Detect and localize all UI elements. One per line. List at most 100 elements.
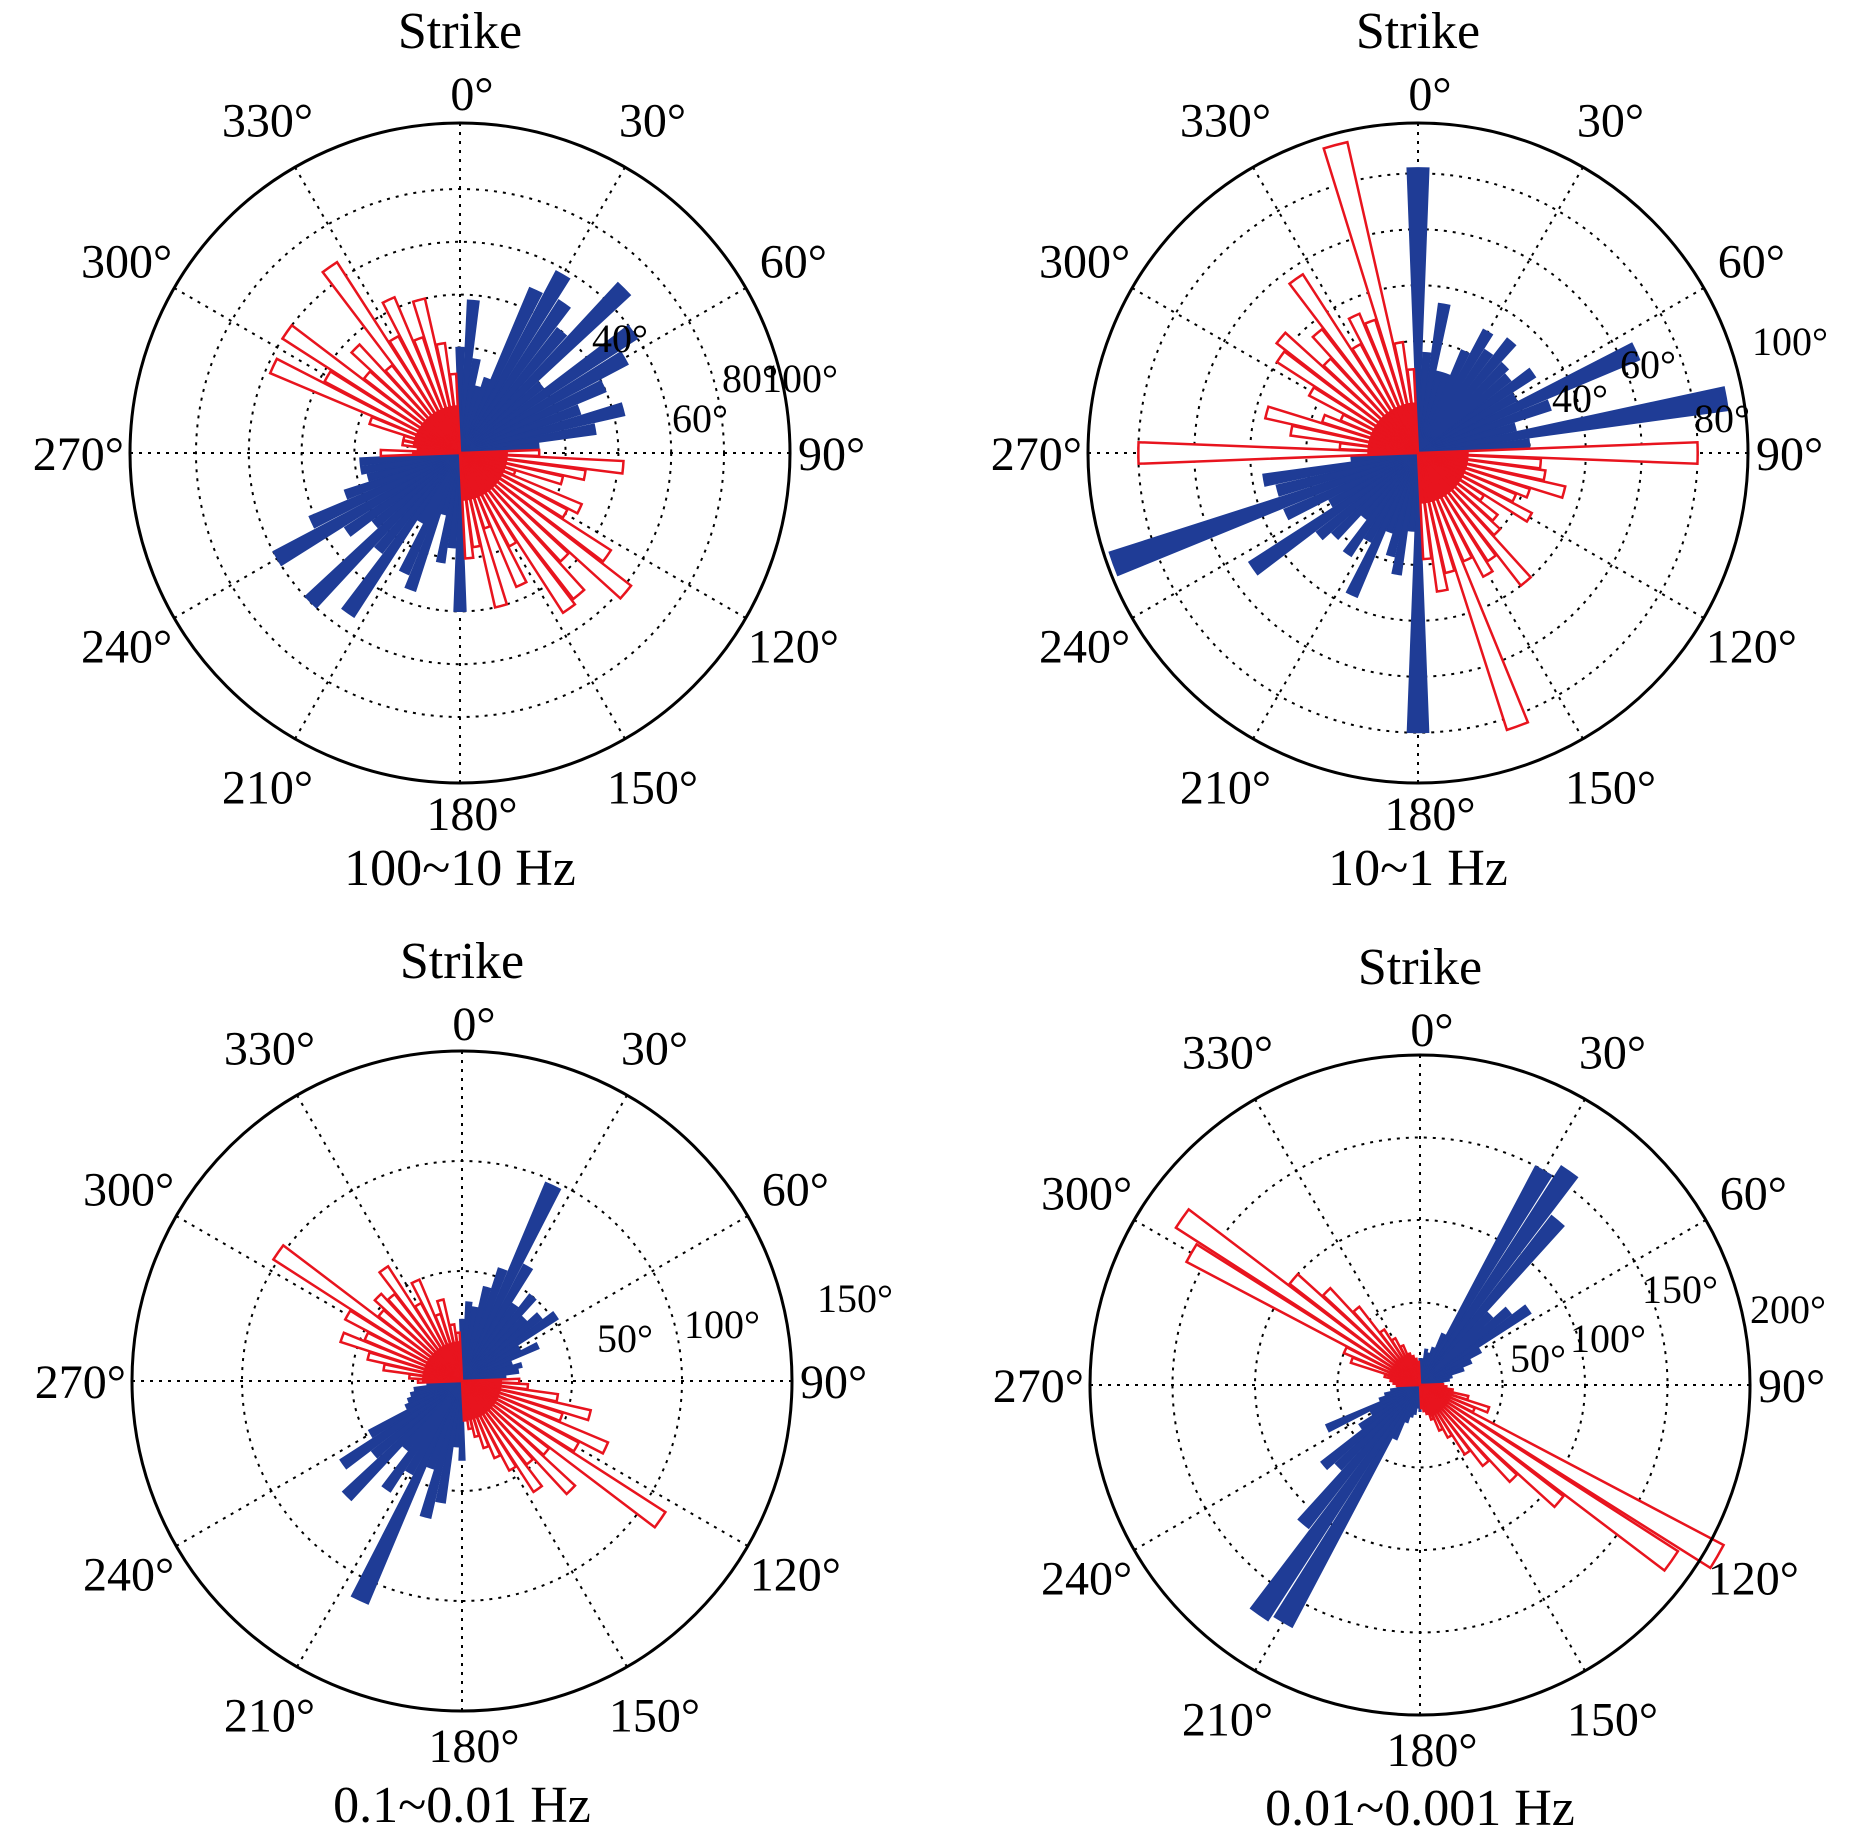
rose-bar-red (1419, 1384, 1566, 1509)
rose-bar-blue (459, 324, 639, 454)
angle-tick-label: 300° (81, 236, 172, 289)
angle-tick-label: 180° (1384, 788, 1475, 841)
rose-bar-blue (1417, 373, 1512, 454)
panel-title: Strike (400, 933, 524, 990)
rose-bar-blue (1419, 1366, 1465, 1386)
angle-tick-label: 210° (222, 761, 313, 814)
rose-panel-3: Strike 0° 30° 60° 90° 120° 150° 180° 210° 240° 270… (35, 933, 893, 1834)
rose-bar-blue (1419, 1306, 1513, 1386)
angle-tick-label: 240° (1039, 621, 1130, 674)
rose-bar-blue (1275, 452, 1419, 497)
grid-spoke (1131, 287, 1705, 619)
rose-bar-red-core (456, 1341, 463, 1382)
rose-bar-blue (350, 1380, 463, 1605)
radial-tick-label: 50° (1510, 1336, 1566, 1381)
rose-bar-red (1137, 440, 1419, 466)
panel-title: Strike (1356, 3, 1480, 60)
rose-bar-blue (459, 404, 582, 454)
rose-bar-blue (341, 1380, 463, 1502)
radial-tick-label: 100° (684, 1302, 760, 1347)
rose-bar-blue (461, 1293, 537, 1382)
angle-tick-label: 330° (1182, 1027, 1273, 1080)
rose-bar-blue (1315, 452, 1419, 541)
series-red (1174, 1207, 1726, 1573)
rose-bar-blue (1417, 348, 1494, 454)
rose-bar-blue (1330, 452, 1419, 541)
rose-bar-red (1419, 1384, 1519, 1484)
rose-bar-blue (1417, 399, 1552, 454)
rose-bar-red-core (1419, 1384, 1424, 1409)
radial-tick-label: 60° (1620, 342, 1676, 387)
angle-tick-label: 240° (1041, 1553, 1132, 1606)
radial-tick-label: 100° (762, 356, 838, 401)
rose-bar-red (1417, 440, 1699, 466)
rose-bar-red (268, 357, 461, 455)
rose-bar-blue (370, 1380, 463, 1459)
grid-spoke (294, 166, 626, 740)
rose-bar-blue (1406, 452, 1430, 734)
angle-tick-label: 30° (621, 1023, 688, 1076)
rose-bar-red (1184, 1242, 1421, 1387)
outer-circle (1086, 121, 1750, 785)
rose-bar-blue (1419, 1165, 1579, 1386)
grid-spoke (1252, 166, 1584, 740)
rose-bar-blue (359, 452, 461, 467)
angle-tick-label: 90° (1758, 1360, 1825, 1413)
angle-tick-label: 270° (993, 1360, 1084, 1413)
rose-bar-blue (1406, 167, 1430, 454)
angle-tick-label: 240° (81, 621, 172, 674)
rose-bar-blue (398, 452, 461, 576)
series-blue (1108, 167, 1729, 734)
rose-bar-blue (402, 1380, 463, 1452)
outer-circle (130, 1049, 794, 1713)
angle-tick-label: 330° (1180, 95, 1271, 148)
rose-panel-4: Strike 0° 30° 60° 90° 120° 150° 180° 210° 240° 270… (993, 939, 1826, 1837)
angle-tick-label: 300° (1039, 236, 1130, 289)
rose-bar-blue (1417, 337, 1517, 454)
rose-bar-blue (461, 1302, 519, 1382)
rose-bar-blue (1378, 1384, 1421, 1402)
rose-bar-red-core (461, 1380, 468, 1421)
rose-panel-1: Strike 0° 30° 60° 90° 120° 150° 180° 210° 240° 270… (33, 3, 865, 897)
grid-ring (1336, 1301, 1504, 1469)
grid-spoke (1252, 166, 1584, 740)
angle-tick-label: 120° (1706, 621, 1797, 674)
angle-tick-label: 120° (1708, 1553, 1799, 1606)
radial-tick-label: 60° (672, 396, 728, 441)
rose-bar-red (320, 260, 462, 454)
rose-bar-blue (1417, 422, 1517, 454)
rose-bar-red (280, 323, 461, 455)
angle-tick-label: 0° (1408, 68, 1451, 121)
rose-bar-blue (455, 346, 465, 454)
rose-bar-blue (366, 452, 461, 482)
outer-circle (1088, 1053, 1752, 1717)
grid-spoke (1254, 1098, 1586, 1672)
angle-tick-label: 330° (222, 95, 313, 148)
series-red (268, 260, 633, 615)
angle-tick-label: 330° (224, 1023, 315, 1076)
rose-bar-blue (1273, 1384, 1421, 1629)
rose-bar-blue (1262, 452, 1419, 487)
rose-bar-blue (1249, 1384, 1421, 1622)
angle-tick-label: 300° (1041, 1168, 1132, 1221)
rose-bar-blue (1417, 328, 1494, 454)
rose-bar-blue (459, 286, 543, 454)
rose-bar-blue (1419, 1214, 1565, 1386)
rose-bar-blue (374, 452, 461, 554)
rose-bar-blue (1297, 1384, 1421, 1530)
angle-tick-label: 60° (1718, 236, 1785, 289)
panel-caption: 0.1~0.01 Hz (333, 1777, 591, 1834)
series-blue (339, 1181, 562, 1605)
rose-bar-blue (406, 1380, 463, 1404)
rose-bar-red (1419, 1383, 1680, 1573)
rose-bar-blue (459, 423, 597, 454)
rose-bar-red (458, 452, 577, 615)
angle-tick-label: 180° (1386, 1724, 1477, 1777)
rose-bar-blue (341, 452, 461, 619)
rose-bar-red-core (1411, 402, 1419, 454)
rose-bar-blue (461, 1312, 543, 1382)
rose-bar-blue (459, 379, 607, 454)
angle-tick-label: 30° (1577, 95, 1644, 148)
rose-bar-blue (461, 1263, 534, 1382)
